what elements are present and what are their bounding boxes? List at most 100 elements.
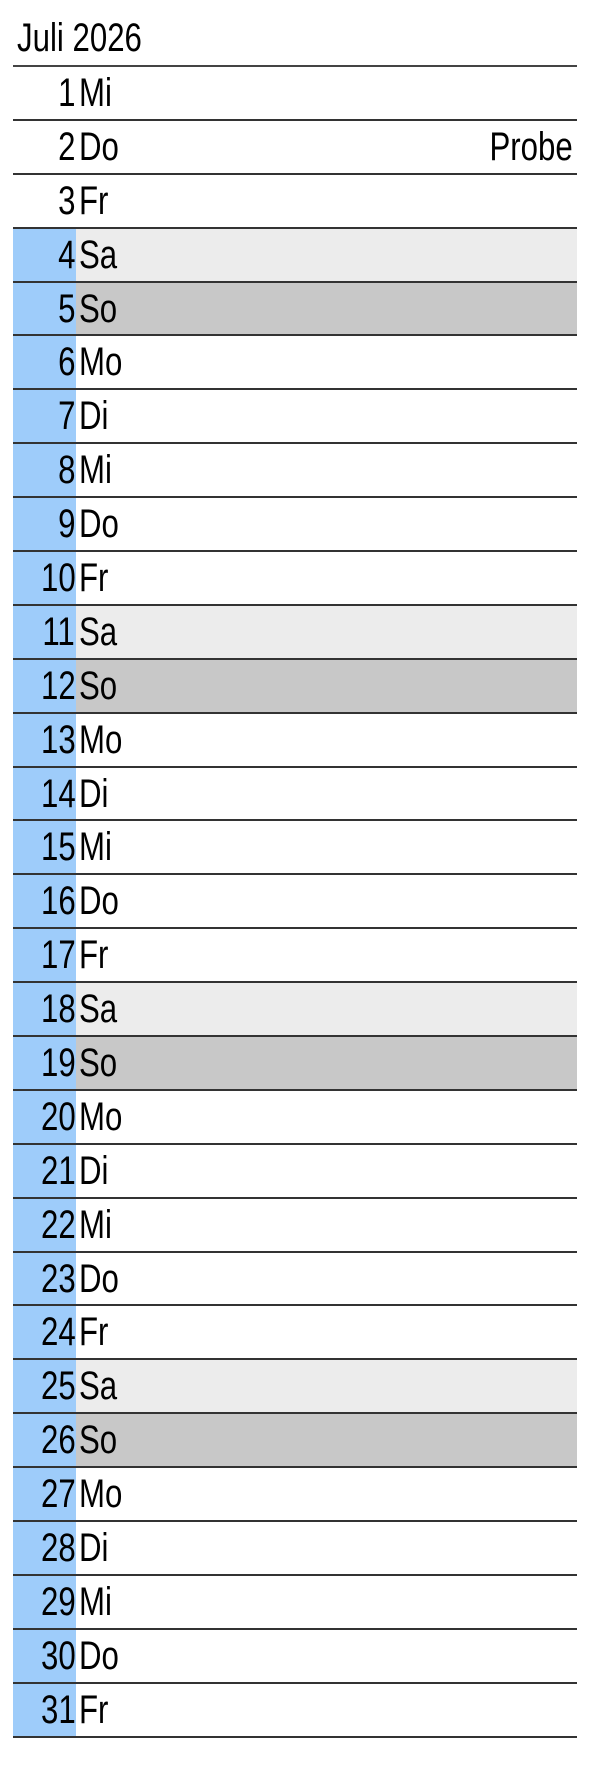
weekday-text: Do: [79, 124, 119, 169]
weekday-text: Fr: [79, 1687, 109, 1732]
calendar-row[interactable]: 6 Mo: [13, 336, 577, 391]
weekday-text: Di: [79, 771, 109, 816]
calendar-row[interactable]: 29 Mi: [13, 1575, 577, 1630]
calendar-row[interactable]: 28 Di: [13, 1522, 577, 1576]
weekday-text: Do: [79, 879, 119, 924]
calendar-row[interactable]: 11 Sa: [13, 605, 577, 660]
calendar-row[interactable]: 12 So: [13, 659, 577, 714]
weekday-text: Fr: [79, 178, 109, 223]
day-number-text: 9: [57, 502, 76, 547]
weekday-text: So: [79, 1418, 118, 1463]
weekday-text: Mi: [79, 1579, 112, 1624]
day-number-text: 30: [40, 1633, 76, 1678]
day-number-text: 16: [40, 879, 76, 924]
calendar-row[interactable]: 20 Mo: [13, 1090, 577, 1145]
weekday-text: Mo: [79, 717, 123, 762]
day-number-text: 25: [40, 1364, 76, 1409]
day-number-text: 26: [40, 1418, 76, 1463]
calendar-row[interactable]: 24 Fr: [13, 1306, 577, 1361]
day-number: 24: [13, 1306, 76, 1359]
day-number-text: 19: [40, 1041, 76, 1086]
calendar-row[interactable]: 27 Mo: [13, 1468, 577, 1523]
calendar-row[interactable]: 17 Fr: [13, 929, 577, 984]
weekday: Do: [79, 1630, 130, 1682]
calendar-row[interactable]: 13 Mo: [13, 713, 577, 768]
calendar-row[interactable]: 25 Sa: [13, 1360, 577, 1415]
weekday-text: Sa: [79, 987, 118, 1032]
weekday: Do: [79, 498, 130, 550]
weekday-text: Sa: [79, 609, 118, 654]
day-number-text: 1: [57, 71, 76, 115]
calendar-row[interactable]: 19 So: [13, 1037, 577, 1091]
day-number: 11: [13, 605, 76, 658]
day-number: 30: [13, 1629, 76, 1682]
day-number-text: 14: [40, 771, 76, 816]
calendar-row[interactable]: 30 Do: [13, 1629, 577, 1684]
event-note: Probe: [466, 121, 573, 173]
calendar-row[interactable]: 10 Fr: [13, 552, 577, 606]
weekday: Di: [79, 1522, 117, 1574]
day-number-text: 18: [40, 987, 76, 1032]
calendar-row[interactable]: 16 Do: [13, 875, 577, 930]
day-number: 1: [13, 67, 76, 119]
day-number: 20: [13, 1090, 76, 1143]
day-number-text: 11: [42, 609, 76, 654]
weekday: Fr: [79, 1684, 117, 1736]
day-number: 4: [13, 228, 76, 281]
weekday: Mi: [79, 67, 121, 119]
calendar-row[interactable]: 7 Di: [13, 390, 577, 445]
calendar-row[interactable]: 3 Fr: [13, 174, 577, 229]
day-number: 15: [13, 821, 76, 874]
day-number: 19: [13, 1037, 76, 1089]
page-title: Juli 2026: [17, 16, 142, 60]
weekday-text: Mi: [79, 71, 112, 115]
weekday: Mo: [79, 714, 135, 766]
weekday: Do: [79, 1253, 130, 1305]
day-number: 9: [13, 498, 76, 551]
calendar-row[interactable]: 22 Mi: [13, 1198, 577, 1253]
calendar-table: 1 Mi 2 Do Probe 3 Fr 4 Sa 5 So 6 Mo 7 Di 8 Mi 9 Do 10 Fr 11 Sa…: [13, 65, 577, 1738]
calendar-row[interactable]: 2 Do Probe: [13, 120, 577, 175]
weekday: Mi: [79, 821, 121, 873]
day-number-text: 31: [40, 1687, 76, 1732]
calendar-row[interactable]: 26 So: [13, 1414, 577, 1469]
weekday: Sa: [79, 229, 128, 281]
calendar-row[interactable]: 14 Di: [13, 767, 577, 822]
day-number: 12: [13, 659, 76, 712]
weekday: Mi: [79, 444, 121, 496]
calendar-row[interactable]: 8 Mi: [13, 444, 577, 499]
weekday: Mi: [79, 1576, 121, 1628]
day-number: 29: [13, 1575, 76, 1628]
weekday: Mi: [79, 1199, 121, 1251]
day-number-text: 15: [40, 825, 76, 870]
day-number-text: 2: [57, 124, 76, 169]
weekday: Fr: [79, 929, 117, 981]
day-number-text: 4: [57, 232, 76, 277]
weekday: Mo: [79, 336, 135, 388]
event-note-text: Probe: [489, 124, 573, 169]
day-number: 22: [13, 1198, 76, 1251]
calendar-row[interactable]: 4 Sa: [13, 228, 577, 283]
weekday: So: [79, 1037, 128, 1089]
weekday-text: Fr: [79, 933, 109, 978]
calendar-row[interactable]: 23 Do: [13, 1252, 577, 1307]
calendar-row[interactable]: 1 Mi: [13, 67, 577, 121]
calendar-row[interactable]: 31 Fr: [13, 1683, 577, 1738]
weekday: Fr: [79, 1306, 117, 1358]
calendar-row[interactable]: 18 Sa: [13, 983, 577, 1038]
calendar-row[interactable]: 15 Mi: [13, 821, 577, 876]
day-number: 7: [13, 390, 76, 443]
weekday-text: Mi: [79, 1202, 112, 1247]
day-number: 8: [13, 444, 76, 497]
day-number-text: 20: [40, 1094, 76, 1139]
weekday-text: Di: [79, 1526, 109, 1571]
weekday-text: Fr: [79, 1310, 109, 1355]
weekday-text: Do: [79, 1256, 119, 1301]
calendar-row[interactable]: 9 Do: [13, 498, 577, 553]
calendar-row[interactable]: 21 Di: [13, 1144, 577, 1199]
weekday: Di: [79, 390, 117, 442]
calendar-row[interactable]: 5 So: [13, 282, 577, 337]
weekday: Mo: [79, 1468, 135, 1520]
day-number-text: 7: [57, 394, 76, 439]
weekday: Sa: [79, 606, 128, 658]
